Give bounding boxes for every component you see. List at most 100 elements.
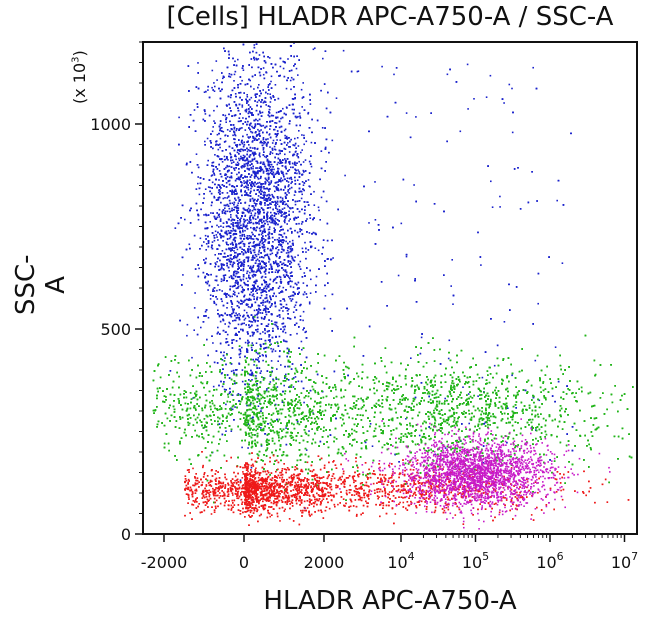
data-point <box>234 60 236 63</box>
data-point <box>247 211 250 213</box>
data-point <box>265 262 267 264</box>
data-point <box>257 128 259 131</box>
data-point <box>262 149 265 151</box>
data-point <box>477 395 479 397</box>
data-point <box>269 306 271 308</box>
data-point <box>275 269 278 271</box>
data-point <box>252 315 254 318</box>
data-point <box>259 155 261 158</box>
data-point <box>224 114 227 117</box>
data-point <box>253 206 255 209</box>
data-point <box>277 263 280 265</box>
data-point <box>284 153 286 156</box>
data-point <box>232 320 234 322</box>
data-point <box>224 134 226 137</box>
data-point <box>260 294 263 297</box>
data-point <box>218 216 221 218</box>
data-point <box>224 197 226 199</box>
data-point <box>230 229 232 232</box>
data-point <box>286 223 288 225</box>
data-point <box>228 321 230 324</box>
data-point <box>448 339 451 342</box>
data-point <box>272 171 275 174</box>
data-point <box>276 368 278 370</box>
data-point <box>284 185 286 188</box>
data-point <box>272 139 275 142</box>
data-point <box>234 256 237 259</box>
data-point <box>206 137 209 140</box>
data-point <box>217 326 219 329</box>
data-point <box>219 190 221 193</box>
data-point <box>195 153 198 155</box>
data-point <box>215 303 218 306</box>
data-point <box>269 295 271 297</box>
data-point <box>268 167 271 170</box>
data-point <box>258 338 261 340</box>
data-point <box>233 319 236 322</box>
data-point <box>239 284 242 287</box>
data-point <box>279 139 282 141</box>
data-point <box>207 89 209 91</box>
data-point <box>283 300 286 302</box>
data-point <box>253 208 255 211</box>
data-point <box>357 70 360 72</box>
data-point <box>256 292 258 294</box>
data-point <box>274 148 276 151</box>
data-point <box>194 292 196 294</box>
data-point <box>267 228 270 231</box>
data-point <box>243 281 245 284</box>
data-point <box>224 207 226 209</box>
data-point <box>269 278 272 281</box>
data-point <box>235 199 237 201</box>
data-point <box>207 280 209 283</box>
data-point <box>230 430 233 432</box>
data-point <box>235 287 238 290</box>
data-point <box>271 217 274 219</box>
data-point <box>296 172 298 175</box>
data-point <box>258 181 261 184</box>
data-point <box>335 97 338 99</box>
data-point <box>251 231 253 234</box>
data-point <box>286 137 289 140</box>
data-point <box>237 224 240 226</box>
data-point <box>284 217 287 219</box>
data-point <box>248 274 250 277</box>
data-point <box>298 130 300 132</box>
data-point <box>312 48 315 51</box>
data-point <box>267 86 269 88</box>
data-point <box>295 164 297 166</box>
data-point <box>301 106 303 108</box>
data-point <box>248 237 251 239</box>
data-point <box>344 174 346 177</box>
data-point <box>247 112 250 115</box>
data-point <box>282 67 285 70</box>
data-point <box>262 183 265 185</box>
data-point <box>274 190 276 193</box>
data-point <box>290 166 292 169</box>
data-point <box>281 323 283 325</box>
data-point <box>226 192 229 194</box>
data-point <box>217 239 219 241</box>
data-point <box>304 331 306 334</box>
data-point <box>221 212 224 214</box>
data-point <box>260 169 262 172</box>
data-point <box>291 280 293 283</box>
data-point <box>216 224 218 227</box>
data-point <box>503 102 505 104</box>
data-point <box>264 329 266 332</box>
data-point <box>329 317 332 320</box>
data-point <box>286 340 288 343</box>
data-point <box>285 203 288 205</box>
data-point <box>237 323 240 326</box>
data-point <box>242 242 245 245</box>
data-point <box>239 350 242 353</box>
data-point <box>257 215 259 218</box>
data-point <box>480 264 482 266</box>
data-point <box>245 277 248 280</box>
data-point <box>182 274 184 276</box>
data-point <box>275 111 278 114</box>
data-point <box>241 106 244 108</box>
data-point <box>231 159 234 161</box>
data-point <box>400 222 403 225</box>
data-point <box>493 364 496 367</box>
